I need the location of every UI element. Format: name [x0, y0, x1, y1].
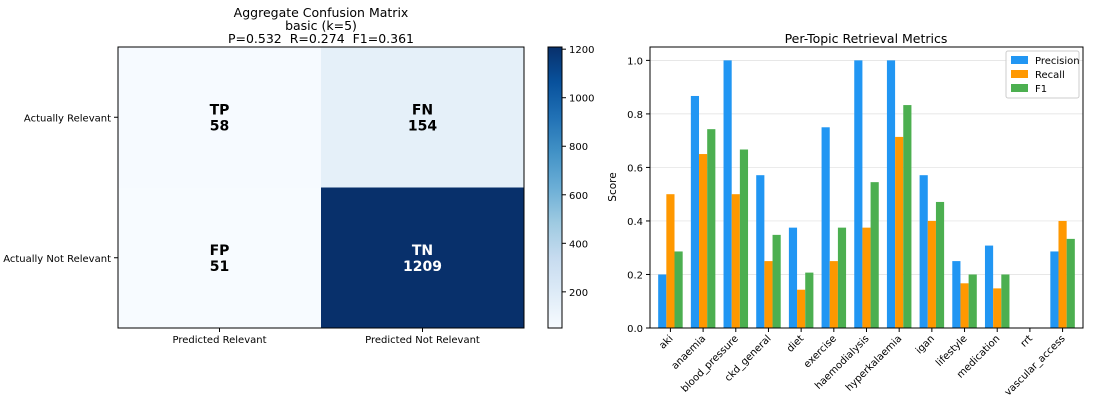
per-topic-bar-chart: Per-Topic Retrieval Metrics 0.0 0.2 0.4 0.6…: [607, 31, 1084, 398]
bar-anaemia-recall: [699, 154, 708, 328]
colorbar-gradient: [547, 46, 563, 329]
y-tick-label-3: 0.6: [627, 163, 643, 174]
y-tick-label-1: 0.2: [627, 270, 643, 281]
bar-ckd-general-f1: [772, 234, 781, 328]
legend-label-f1: F1: [1035, 84, 1047, 95]
colorbar-tick-label-1000: 1000: [569, 94, 594, 105]
legend-label-recall: Recall: [1035, 70, 1065, 81]
cm-title-line-2: basic (k=5): [285, 18, 357, 33]
bar-haemodialysis-f1: [870, 182, 879, 328]
bar-hyperkalaemia-precision: [886, 60, 896, 328]
cm-title-line-3: P=0.532 R=0.274 F1=0.361: [228, 31, 414, 46]
bar-diet-recall: [797, 289, 806, 328]
bar-exercise-recall: [829, 261, 838, 328]
bar-lifestyle-precision: [952, 261, 961, 328]
bar-blood-pressure-recall: [731, 194, 740, 328]
cm-col-label-predicted-relevant: Predicted Relevant: [172, 335, 266, 346]
bar-hyperkalaemia-recall: [895, 136, 904, 328]
bar-medication-precision: [984, 245, 994, 328]
legend-swatch-f1: [1011, 84, 1028, 92]
colorbar-tick-label-800: 800: [569, 142, 588, 153]
cm-row-label-actually-not-relevant: Actually Not Relevant: [3, 254, 111, 265]
bar-medication-f1: [1001, 274, 1010, 328]
x-tick-label-blood-pressure: blood_pressure: [679, 333, 740, 394]
bar-aki-precision: [658, 274, 667, 328]
x-tick-label-rrt: rrt: [1019, 333, 1035, 349]
cm-cell-tn-tag: TN: [412, 243, 433, 259]
bar-hyperkalaemia-f1: [903, 105, 912, 328]
cm-title-line-1: Aggregate Confusion Matrix: [234, 5, 409, 20]
bar-aki-recall: [666, 194, 675, 328]
colorbar-tick-label-200: 200: [569, 288, 588, 299]
bar-blood-pressure-f1: [739, 149, 749, 328]
cm-cell-tn-value: 1209: [403, 259, 442, 275]
cm-cell-fn-tag: FN: [412, 102, 433, 118]
bar-igan-precision: [919, 175, 928, 328]
cm-cell-tn: [321, 187, 524, 328]
bar-exercise-precision: [821, 127, 830, 329]
bar-vascular-access-f1: [1066, 238, 1075, 328]
x-tick-label-diet: diet: [785, 333, 806, 354]
y-axis-label: Score: [607, 172, 619, 201]
bar-exercise-f1: [837, 227, 847, 328]
bar-lifestyle-recall: [960, 283, 969, 328]
bar-vascular-access-precision: [1050, 251, 1059, 328]
x-tick-label-igan: igan: [914, 333, 937, 356]
bar-ckd-general-precision: [756, 175, 765, 328]
bar-ckd-general-recall: [764, 261, 773, 328]
colorbar-tick-label-1200: 1200: [569, 45, 594, 56]
cm-cell-tp-tag: TP: [210, 102, 230, 118]
legend-label-precision: Precision: [1035, 56, 1080, 67]
cm-cell-fp-value: 51: [210, 259, 229, 275]
bar-diet-f1: [805, 272, 814, 328]
colorbar-tick-label-400: 400: [569, 239, 588, 250]
cm-cell-tp: [118, 47, 321, 188]
x-tick-label-aki: aki: [657, 333, 675, 351]
confusion-matrix-chart: Aggregate Confusion Matrix basic (k=5) P…: [3, 5, 525, 346]
colorbar: 200 400 600 800 1000 1200: [547, 45, 594, 329]
bar-lifestyle-f1: [968, 274, 977, 328]
cm-plot-frame: [117, 46, 525, 329]
cm-row-label-actually-relevant: Actually Relevant: [24, 113, 111, 124]
bar-anaemia-f1: [707, 129, 716, 328]
bar-haemodialysis-precision: [854, 60, 863, 328]
colorbar-tick-label-600: 600: [569, 191, 588, 202]
bar-anaemia-precision: [690, 95, 700, 328]
legend-swatch-recall: [1011, 70, 1028, 78]
cm-cell-fn-value: 154: [408, 118, 437, 134]
cm-cell-tp-value: 58: [210, 118, 229, 134]
bar-medication-recall: [993, 288, 1002, 328]
bar-diet-precision: [788, 227, 798, 328]
bar-vascular-access-recall: [1058, 220, 1067, 328]
bar-igan-recall: [927, 220, 936, 328]
y-tick-label-4: 0.8: [627, 110, 643, 121]
cm-cell-fp: [118, 187, 321, 328]
bar-blood-pressure-precision: [723, 60, 732, 328]
x-tick-label-vascular-access: vascular_access: [1003, 333, 1068, 398]
bar-haemodialysis-recall: [862, 227, 871, 328]
bar-aki-f1: [674, 251, 683, 328]
legend: Precision Recall F1: [1005, 50, 1080, 99]
cm-cell-fn: [321, 47, 524, 188]
bar-chart-title: Per-Topic Retrieval Metrics: [785, 31, 948, 46]
cm-cell-fp-tag: FP: [210, 243, 230, 259]
y-tick-label-2: 0.4: [627, 217, 643, 228]
cm-col-label-predicted-not-relevant: Predicted Not Relevant: [365, 335, 480, 346]
y-tick-label-0: 0.0: [627, 324, 643, 335]
x-tick-label-hyperkalaemia: hyperkalaemia: [844, 333, 904, 393]
legend-swatch-precision: [1011, 56, 1028, 64]
bar-igan-f1: [935, 201, 945, 328]
y-tick-label-5: 1.0: [627, 56, 643, 67]
